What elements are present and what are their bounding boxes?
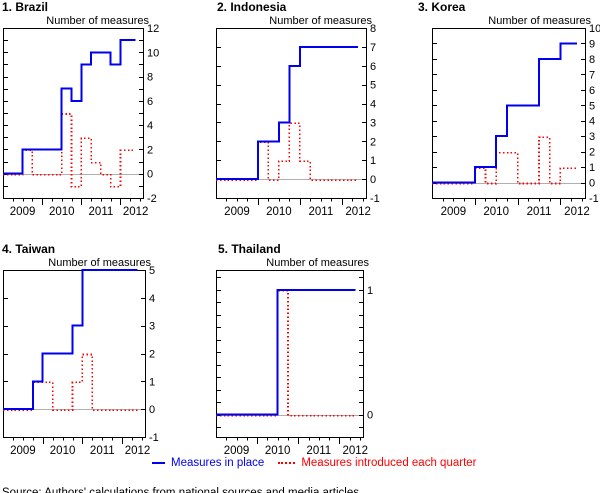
x-year-label: 2010 bbox=[49, 206, 75, 218]
y-tick-label: 1 bbox=[149, 376, 155, 388]
panel-title: 5. Thailand bbox=[218, 242, 281, 256]
y-tick-label: 10 bbox=[589, 23, 600, 35]
panel-title: 4. Taiwan bbox=[2, 242, 55, 256]
y-tick-label: 0 bbox=[367, 410, 373, 422]
y-tick-label: 1 bbox=[370, 155, 376, 167]
y-tick-label: 6 bbox=[589, 85, 595, 97]
dotted-line-swatch bbox=[278, 462, 296, 464]
x-year-label: 2011 bbox=[89, 206, 114, 218]
legend-item-measures-in-place: Measures in place bbox=[152, 457, 264, 469]
x-year-label: 2009 bbox=[10, 445, 36, 457]
y-tick-label: 0 bbox=[370, 174, 376, 186]
y-tick-label: 6 bbox=[370, 61, 376, 73]
x-year-label: 2010 bbox=[483, 206, 509, 218]
legend-label-measures-in-place: Measures in place bbox=[171, 457, 265, 469]
x-year-label: 2012 bbox=[345, 206, 371, 218]
y-tick-label: 5 bbox=[589, 100, 595, 112]
y-tick-label: 3 bbox=[370, 117, 376, 129]
x-year-label: 2011 bbox=[306, 445, 331, 457]
panel-title: 3. Korea bbox=[418, 0, 466, 14]
measures-introduced-line bbox=[432, 136, 577, 185]
y-tick-label: -1 bbox=[589, 193, 599, 205]
y-tick-label: 5 bbox=[149, 265, 155, 277]
panel-axis-title: Number of measures bbox=[48, 257, 151, 269]
legend-item-measures-introduced: Measures introduced each quarter bbox=[278, 457, 476, 469]
y-tick-label: 12 bbox=[147, 23, 159, 35]
x-year-label: 2012 bbox=[123, 206, 149, 218]
x-year-label: 2012 bbox=[564, 206, 590, 218]
y-tick-label: 2 bbox=[370, 136, 376, 148]
y-tick-label: 6 bbox=[147, 96, 153, 108]
x-year-label: 2009 bbox=[441, 206, 467, 218]
panel-axis-title: Number of measures bbox=[266, 257, 369, 269]
source-note: Source: Authors' calculations from natio… bbox=[2, 487, 363, 493]
solid-line-swatch bbox=[152, 462, 165, 464]
x-year-label: 2011 bbox=[527, 206, 552, 218]
x-year-label: 2009 bbox=[224, 445, 250, 457]
measures-in-place-line bbox=[432, 42, 577, 184]
y-tick-label: 2 bbox=[147, 144, 153, 156]
plot-frame bbox=[3, 270, 146, 438]
y-tick-label: 8 bbox=[147, 72, 153, 84]
plot-frame bbox=[216, 28, 367, 199]
panel-axis-title: Number of measures bbox=[46, 15, 149, 27]
y-tick-label: 3 bbox=[149, 321, 155, 333]
y-tick-label: 0 bbox=[589, 178, 595, 190]
y-tick-label: 1 bbox=[367, 285, 373, 297]
y-tick-label: 8 bbox=[589, 54, 595, 66]
x-year-label: 2011 bbox=[309, 206, 334, 218]
panel-axis-title: Number of measures bbox=[488, 15, 591, 27]
x-year-label: 2012 bbox=[125, 445, 151, 457]
y-tick-label: 2 bbox=[589, 147, 595, 159]
plot-frame bbox=[3, 28, 144, 199]
y-tick-label: -2 bbox=[147, 193, 157, 205]
measures-in-place-line bbox=[3, 269, 138, 411]
measures-introduced-line bbox=[216, 290, 356, 417]
y-tick-label: 5 bbox=[370, 80, 376, 92]
y-tick-label: 1 bbox=[589, 162, 595, 174]
y-tick-label: 0 bbox=[149, 404, 155, 416]
y-tick-label: 4 bbox=[149, 293, 155, 305]
y-tick-label: 8 bbox=[370, 23, 376, 35]
panel-title: 2. Indonesia bbox=[217, 0, 287, 14]
measures-in-place-line bbox=[216, 288, 356, 416]
x-year-label: 2012 bbox=[342, 445, 368, 457]
measures-introduced-line bbox=[216, 122, 359, 181]
x-year-label: 2010 bbox=[266, 206, 292, 218]
y-tick-label: -1 bbox=[370, 193, 380, 205]
y-tick-label: 3 bbox=[589, 131, 595, 143]
panel-title: 1. Brazil bbox=[2, 0, 48, 14]
measures-in-place-line bbox=[3, 39, 136, 175]
measures-introduced-line bbox=[3, 353, 138, 411]
y-tick-label: 4 bbox=[589, 116, 595, 128]
legend-label-measures-introduced: Measures introduced each quarter bbox=[301, 457, 477, 469]
plot-frame bbox=[216, 270, 364, 438]
y-tick-label: 7 bbox=[370, 42, 376, 54]
y-tick-label: 4 bbox=[370, 99, 376, 111]
x-year-label: 2010 bbox=[265, 445, 291, 457]
y-tick-label: 10 bbox=[147, 47, 159, 59]
y-tick-label: 2 bbox=[149, 349, 155, 361]
y-tick-label: 9 bbox=[589, 38, 595, 50]
x-year-label: 2011 bbox=[90, 445, 115, 457]
y-tick-label: -1 bbox=[149, 432, 159, 444]
legend: Measures in place Measures introduced ea… bbox=[152, 457, 490, 469]
plot-frame bbox=[432, 28, 586, 199]
panel-axis-title: Number of measures bbox=[269, 15, 372, 27]
measures-introduced-line bbox=[3, 113, 136, 188]
measures-in-place-line bbox=[216, 45, 359, 181]
y-tick-label: 7 bbox=[589, 69, 595, 81]
x-year-label: 2010 bbox=[50, 445, 76, 457]
x-year-label: 2009 bbox=[10, 206, 36, 218]
y-tick-label: 0 bbox=[147, 169, 153, 181]
y-tick-label: 4 bbox=[147, 120, 153, 132]
x-year-label: 2009 bbox=[224, 206, 250, 218]
